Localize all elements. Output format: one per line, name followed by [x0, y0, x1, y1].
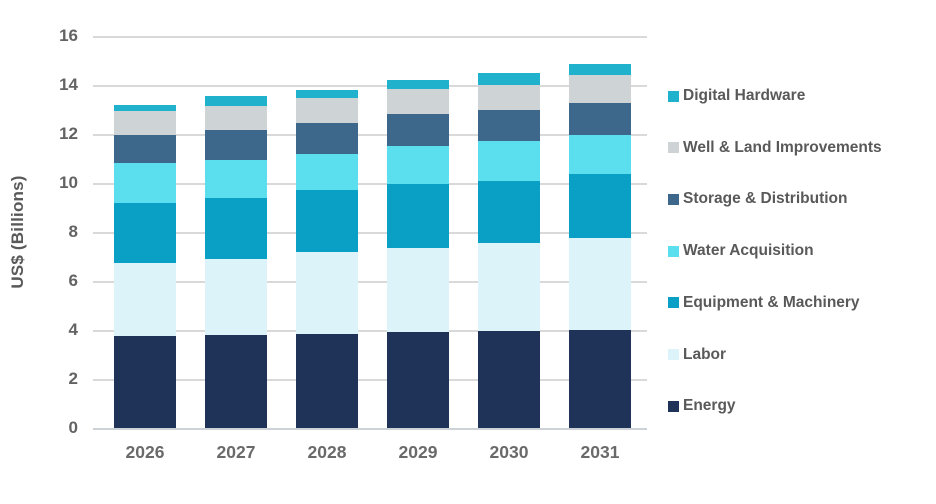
legend-item-well-land-improvements: Well & Land Improvements [668, 139, 882, 157]
legend-item-equipment-machinery: Equipment & Machinery [668, 294, 860, 312]
bar-2027 [205, 35, 267, 428]
bar-segment-equipment-machinery-2029 [387, 184, 449, 248]
bar-segment-energy-2031 [569, 330, 631, 428]
bar-segment-storage-distribution-2027 [205, 130, 267, 160]
bar-segment-labor-2030 [478, 243, 540, 332]
y-tick-label-16: 16 [59, 26, 78, 45]
y-tick-label-6: 6 [68, 271, 78, 290]
bar-segment-water-acquisition-2030 [478, 141, 540, 181]
legend-item-digital-hardware: Digital Hardware [668, 87, 805, 105]
legend-label-energy: Energy [683, 397, 736, 415]
legend-label-water-acquisition: Water Acquisition [683, 242, 814, 260]
plot-area [93, 35, 647, 430]
bar-segment-digital-hardware-2031 [569, 64, 631, 76]
gridline-10 [93, 183, 647, 185]
legend-swatch-labor [668, 349, 679, 360]
y-tick-label-8: 8 [68, 222, 78, 241]
bar-segment-well-land-improvements-2026 [114, 110, 176, 136]
bar-segment-digital-hardware-2028 [296, 89, 358, 99]
bar-segment-digital-hardware-2027 [205, 96, 267, 106]
legend-item-labor: Labor [668, 346, 726, 364]
y-tick-label-10: 10 [59, 173, 78, 192]
gridline-6 [93, 281, 647, 283]
bar-segment-digital-hardware-2030 [478, 72, 540, 85]
bar-2026 [114, 35, 176, 428]
x-axis-line [93, 428, 647, 430]
legend-swatch-well-land-improvements [668, 142, 679, 154]
legend-label-equipment-machinery: Equipment & Machinery [683, 293, 860, 311]
bar-segment-equipment-machinery-2027 [205, 197, 267, 259]
bar-segment-water-acquisition-2029 [387, 146, 449, 185]
bar-segment-labor-2031 [569, 238, 631, 330]
legend-label-well-land-improvements: Well & Land Improvements [683, 138, 882, 156]
gridline-12 [93, 134, 647, 136]
bar-segment-equipment-machinery-2030 [478, 180, 540, 244]
legend-swatch-digital-hardware [668, 90, 679, 102]
legend-item-energy: Energy [668, 397, 736, 415]
bar-segment-well-land-improvements-2028 [296, 98, 358, 123]
bar-2029 [387, 35, 449, 428]
bar-segment-storage-distribution-2028 [296, 122, 358, 154]
legend-item-storage-distribution: Storage & Distribution [668, 190, 847, 208]
bar-segment-energy-2026 [114, 336, 176, 428]
x-axis-label-2031: 2031 [580, 442, 620, 462]
bar-segment-storage-distribution-2026 [114, 135, 176, 164]
gridline-4 [93, 330, 647, 332]
gridline-8 [93, 232, 647, 234]
bar-segment-labor-2028 [296, 251, 358, 334]
x-axis-label-2030: 2030 [489, 442, 529, 462]
bar-2031 [569, 35, 631, 428]
legend-label-labor: Labor [683, 345, 727, 363]
x-axis-label-2027: 2027 [216, 442, 256, 462]
bar-segment-equipment-machinery-2031 [569, 174, 631, 239]
bar-segment-energy-2027 [205, 334, 267, 428]
gridline-16 [93, 36, 647, 38]
y-tick-label-12: 12 [59, 124, 78, 143]
bar-segment-water-acquisition-2026 [114, 163, 176, 203]
bar-segment-labor-2029 [387, 247, 449, 333]
bar-segment-water-acquisition-2031 [569, 135, 631, 175]
bar-segment-equipment-machinery-2028 [296, 190, 358, 252]
y-tick-label-14: 14 [59, 75, 78, 94]
bar-segment-well-land-improvements-2030 [478, 85, 540, 110]
bar-segment-well-land-improvements-2031 [569, 75, 631, 104]
bar-segment-water-acquisition-2027 [205, 159, 267, 198]
x-axis-label-2029: 2029 [398, 442, 438, 462]
bar-2030 [478, 35, 540, 428]
legend-item-water-acquisition: Water Acquisition [668, 242, 814, 260]
x-axis-label-2026: 2026 [125, 442, 165, 462]
gridline-2 [93, 379, 647, 381]
bar-segment-energy-2029 [387, 332, 449, 428]
bar-segment-storage-distribution-2031 [569, 103, 631, 136]
legend-label-storage-distribution: Storage & Distribution [683, 190, 848, 208]
bar-segment-equipment-machinery-2026 [114, 202, 176, 263]
x-axis-label-2028: 2028 [307, 442, 347, 462]
bar-segment-energy-2028 [296, 333, 358, 428]
y-tick-label-4: 4 [68, 320, 78, 339]
bar-segment-labor-2027 [205, 258, 267, 335]
bar-segment-digital-hardware-2026 [114, 104, 176, 111]
bar-segment-well-land-improvements-2027 [205, 105, 267, 131]
bar-segment-digital-hardware-2029 [387, 80, 449, 89]
bar-segment-well-land-improvements-2029 [387, 88, 449, 115]
legend-label-digital-hardware: Digital Hardware [683, 87, 806, 104]
legend-swatch-energy [668, 400, 679, 412]
legend-swatch-water-acquisition [668, 245, 679, 257]
bar-2028 [296, 35, 358, 428]
legend-swatch-storage-distribution [668, 193, 679, 205]
bar-segment-storage-distribution-2030 [478, 109, 540, 142]
y-tick-label-0: 0 [68, 418, 78, 437]
legend-swatch-equipment-machinery [668, 297, 679, 309]
bar-segment-storage-distribution-2029 [387, 114, 449, 147]
bar-segment-labor-2026 [114, 262, 176, 337]
bar-segment-energy-2030 [478, 331, 540, 428]
y-tick-label-2: 2 [68, 369, 78, 388]
gridline-14 [93, 85, 647, 87]
bar-segment-water-acquisition-2028 [296, 153, 358, 191]
